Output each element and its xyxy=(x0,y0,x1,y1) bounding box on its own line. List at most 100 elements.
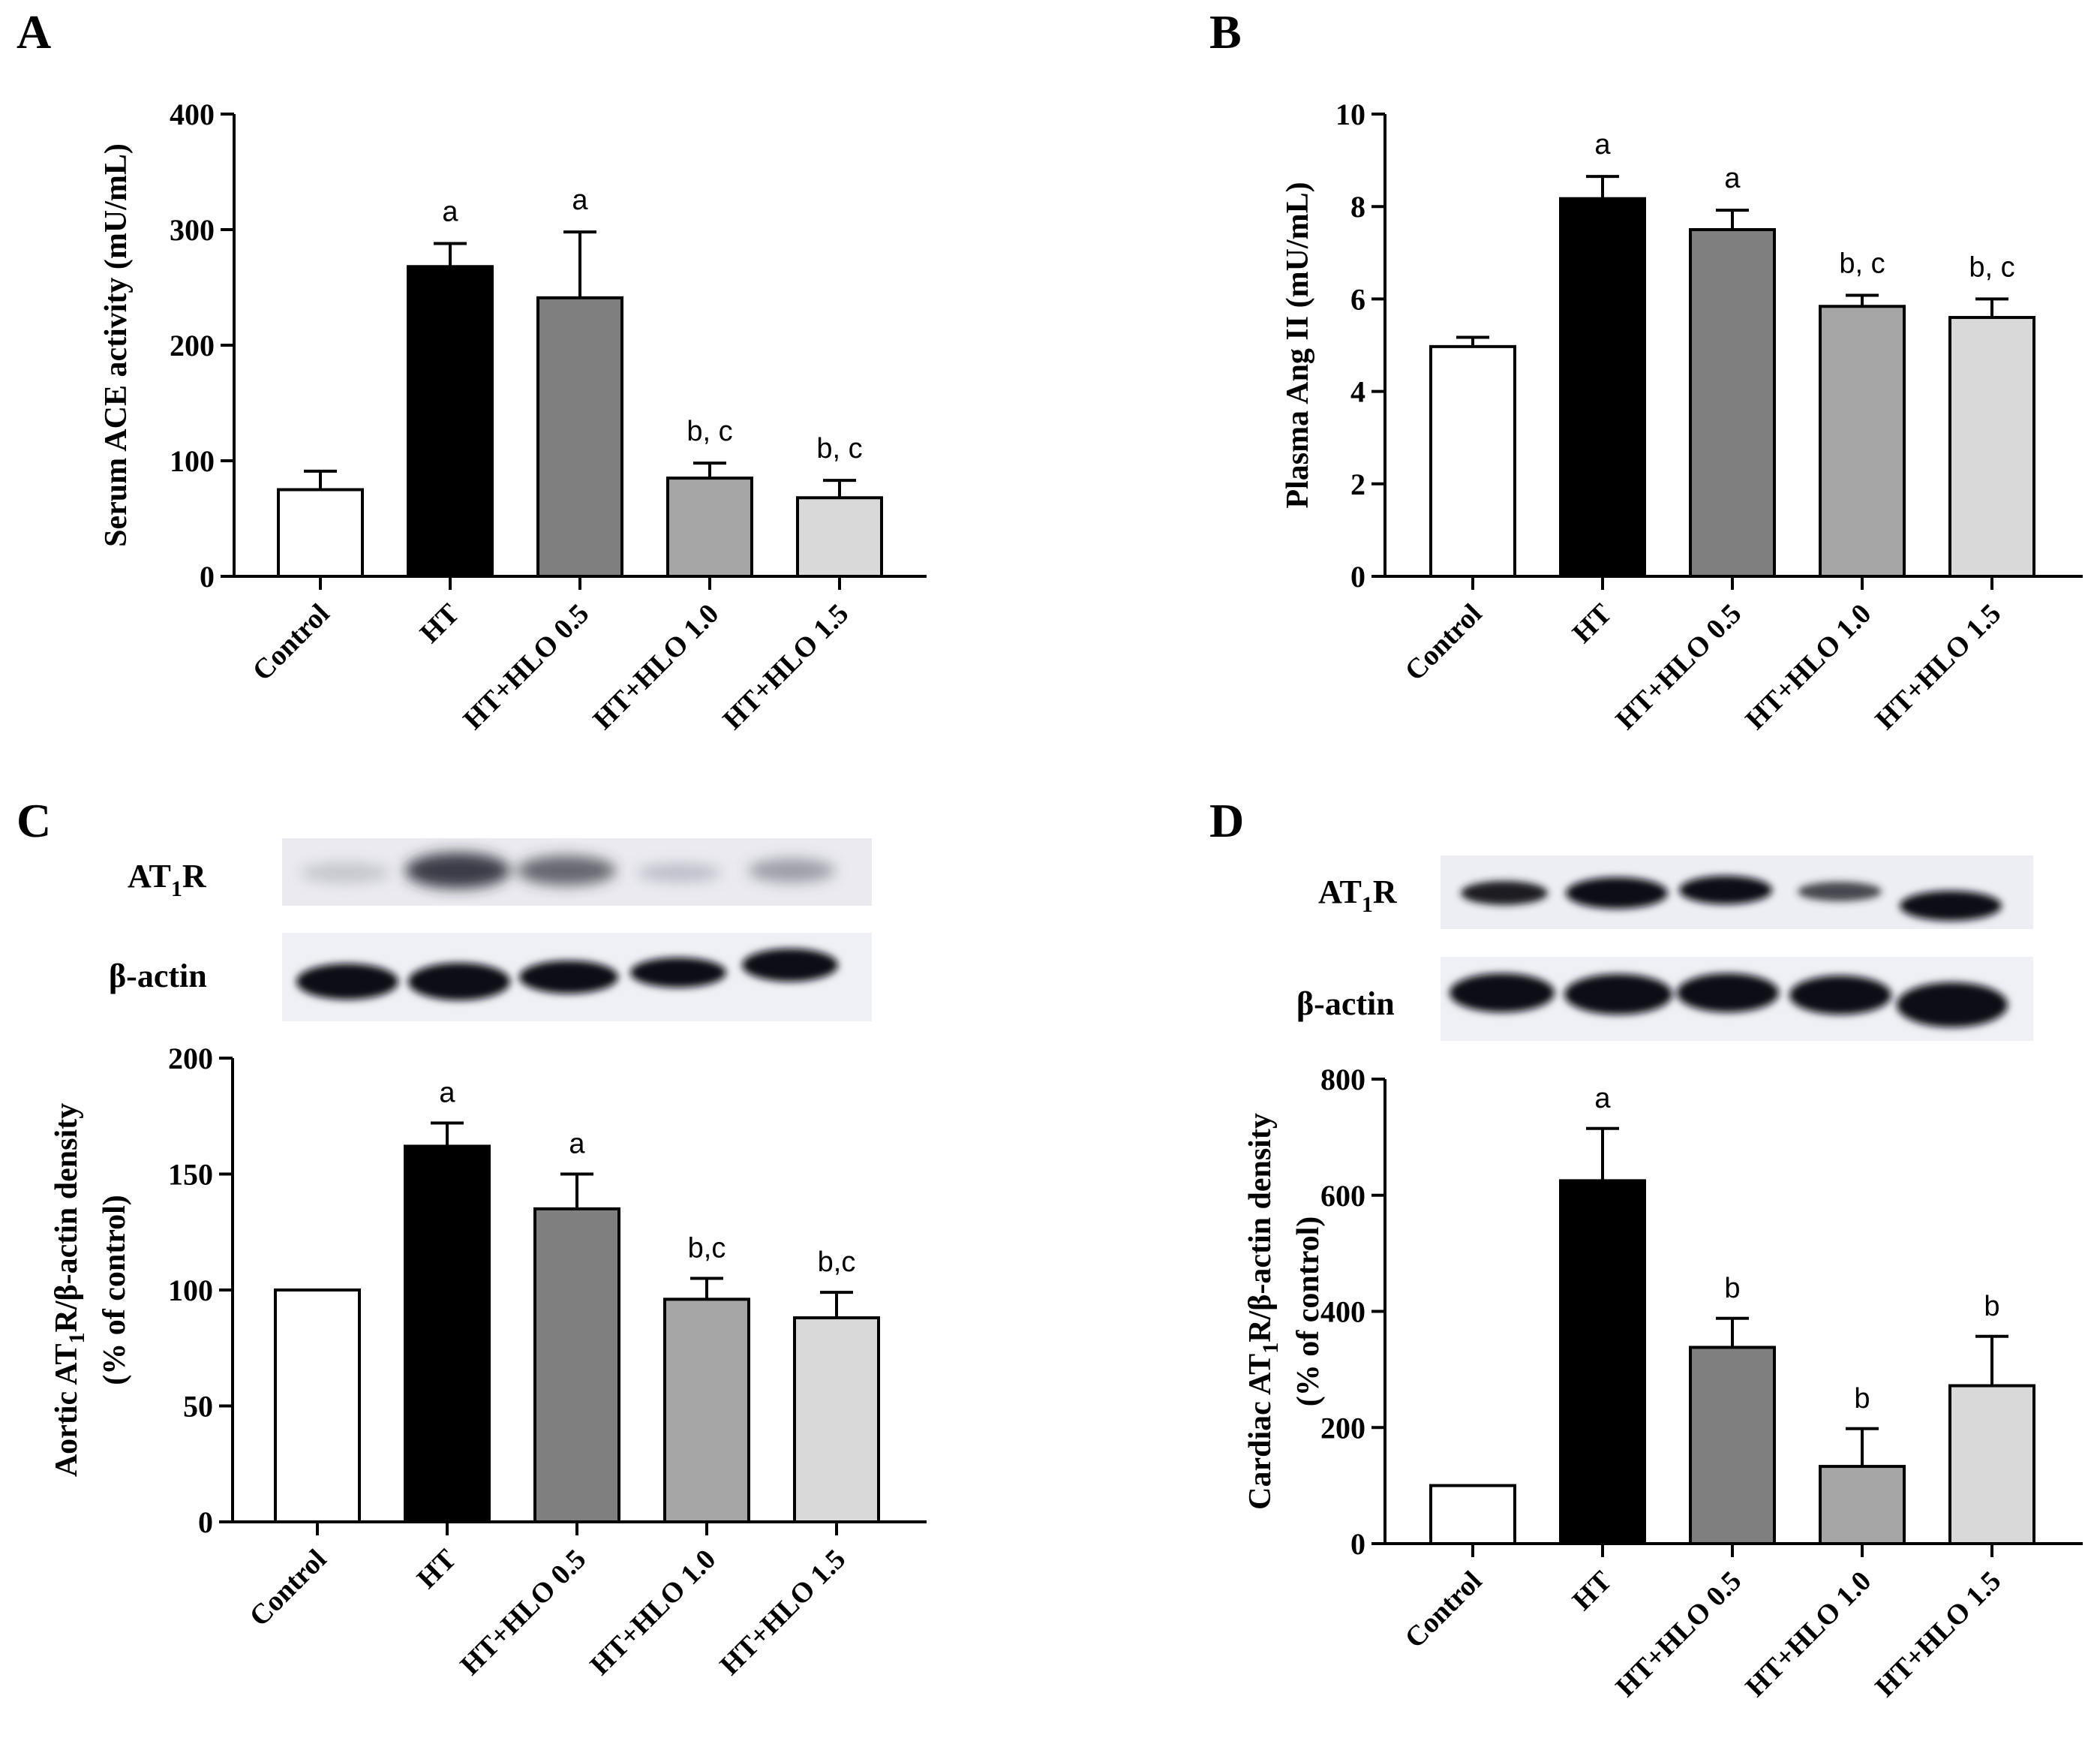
bar xyxy=(796,496,883,579)
y-axis-label: Cardiac AT1R/β-actin density xyxy=(1243,1113,1283,1510)
x-tick-label: Control xyxy=(244,1544,333,1633)
significance-label: a xyxy=(1594,129,1611,161)
bactin-bands-c xyxy=(296,949,838,1000)
bar xyxy=(407,265,494,578)
significance-label: a xyxy=(1724,163,1741,194)
at1r-bands-c xyxy=(300,852,835,889)
x-tick-label: HT xyxy=(1567,1565,1618,1617)
x-tick-label: HT+HLO 1.5 xyxy=(714,1544,852,1682)
x-tick-label: HT xyxy=(414,598,466,650)
significance-label: b xyxy=(1854,1383,1870,1415)
bar xyxy=(1429,1484,1516,1545)
y-tick-label: 6 xyxy=(1350,282,1365,316)
y-tick-label: 50 xyxy=(183,1390,213,1424)
y-tick-label: 4 xyxy=(1350,375,1365,409)
western-blot-c: AT1R β-actin xyxy=(109,838,872,1021)
chart-d-cardiac-at1r: 0 200 400 600 800 Cardiac AT1R/β-actin densit… xyxy=(1243,1063,2083,1703)
bar xyxy=(1948,1384,2035,1546)
x-tick-label: Control xyxy=(1399,1565,1489,1655)
y-axis-label-2: (% of control) xyxy=(98,1195,132,1385)
chart-a-serum-ace: 0 100 200 300 400 Serum ACE activity (mU/mL) C… xyxy=(99,98,927,736)
x-tick-label: HT+HLO 1.5 xyxy=(1869,598,2007,736)
panel-label-c: C xyxy=(17,794,51,847)
y-tick-label: 0 xyxy=(200,560,215,594)
significance-label: a xyxy=(569,1129,585,1160)
significance-label: a xyxy=(1594,1083,1611,1114)
bar xyxy=(1559,197,1646,578)
blot-label-bactin-d: β-actin xyxy=(1296,985,1395,1022)
significance-label: a xyxy=(439,1078,455,1109)
bar xyxy=(1819,1465,1906,1546)
significance-label: b,c xyxy=(818,1246,856,1278)
bar xyxy=(404,1144,491,1524)
x-tick-label: HT+HLO 0.5 xyxy=(1609,1565,1747,1703)
blot-label-bactin-c: β-actin xyxy=(109,958,207,994)
x-tick-label: HT xyxy=(411,1544,463,1595)
x-tick-label: HT+HLO 1.0 xyxy=(587,598,725,736)
y-tick-label: 400 xyxy=(170,98,215,131)
chart-c-aortic-at1r: 0 50 100 150 200 Aortic AT1R/β-actin density(… xyxy=(50,1042,927,1682)
y-tick-label: 100 xyxy=(168,1273,213,1307)
bar xyxy=(663,1297,750,1523)
y-tick-label: 150 xyxy=(168,1158,213,1192)
y-tick-label: 10 xyxy=(1335,98,1365,131)
x-tick-label: HT+HLO 1.0 xyxy=(1739,1565,1877,1703)
significance-label: b xyxy=(1724,1273,1740,1304)
significance-label: b, c xyxy=(1969,251,2014,283)
bar xyxy=(1429,344,1516,578)
bar xyxy=(793,1316,880,1523)
bar xyxy=(1948,316,2035,578)
bar xyxy=(666,477,753,578)
significance-label: b, c xyxy=(686,416,732,447)
panel-label-d: D xyxy=(1209,794,1244,847)
y-tick-label: 200 xyxy=(170,329,215,362)
significance-label: a xyxy=(442,196,458,227)
y-tick-label: 2 xyxy=(1350,468,1365,501)
blot-label-at1r-d: AT1R xyxy=(1318,874,1398,917)
bar xyxy=(1819,305,1906,578)
y-tick-label: 0 xyxy=(1350,560,1365,594)
panel-label-b: B xyxy=(1209,5,1242,59)
significance-label: b xyxy=(1984,1291,1999,1322)
y-tick-label: 400 xyxy=(1320,1295,1365,1329)
bar xyxy=(1559,1179,1646,1545)
significance-label: b,c xyxy=(688,1233,726,1264)
bar xyxy=(536,296,623,578)
bactin-bands-d xyxy=(1450,973,2008,1027)
x-tick-label: HT+HLO 0.5 xyxy=(454,1544,592,1682)
bar xyxy=(277,488,364,578)
panel-label-a: A xyxy=(17,5,51,59)
x-tick-label: HT+HLO 1.5 xyxy=(1869,1565,2007,1703)
y-tick-label: 200 xyxy=(1320,1411,1365,1445)
y-axis-label: Serum ACE activity (mU/mL) xyxy=(99,143,134,547)
x-tick-label: HT xyxy=(1567,598,1618,650)
x-tick-label: HT+HLO 1.5 xyxy=(717,598,855,736)
bar xyxy=(274,1288,361,1523)
y-tick-label: 8 xyxy=(1350,190,1365,224)
significance-label: b, c xyxy=(816,433,862,465)
x-tick-label: HT+HLO 1.0 xyxy=(584,1544,722,1682)
y-tick-label: 600 xyxy=(1320,1179,1365,1213)
blot-label-at1r-c: AT1R xyxy=(128,858,207,901)
y-axis-label: Plasma Ang II (mU/mL) xyxy=(1281,182,1315,508)
x-tick-label: Control xyxy=(1399,598,1489,687)
x-tick-label: Control xyxy=(247,598,336,687)
western-blot-d: AT1R β-actin xyxy=(1296,855,2033,1041)
x-tick-label: HT+HLO 0.5 xyxy=(1609,598,1747,736)
x-tick-label: HT+HLO 0.5 xyxy=(457,598,595,736)
bar xyxy=(533,1207,620,1523)
at1r-bands-d xyxy=(1461,876,2002,921)
y-tick-label: 100 xyxy=(170,444,215,478)
significance-label: a xyxy=(572,185,588,216)
y-tick-label: 800 xyxy=(1320,1063,1365,1096)
bar xyxy=(1689,1346,1776,1546)
y-tick-label: 200 xyxy=(168,1042,213,1075)
y-tick-label: 300 xyxy=(170,213,215,247)
y-tick-label: 0 xyxy=(1350,1527,1365,1561)
y-tick-label: 0 xyxy=(198,1505,213,1539)
significance-label: b, c xyxy=(1839,248,1885,279)
chart-b-plasma-ang-ii: 0 2 4 6 8 10 Plasma Ang II (mU/mL) Control a HT a H… xyxy=(1281,98,2083,736)
x-tick-label: HT+HLO 1.0 xyxy=(1739,598,1877,736)
y-axis-label: Aortic AT1R/β-actin density xyxy=(50,1103,89,1477)
